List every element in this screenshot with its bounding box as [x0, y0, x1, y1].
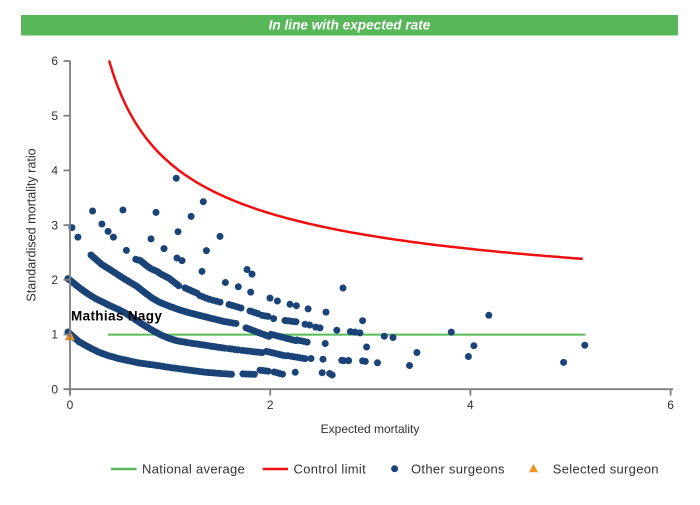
svg-text:4: 4	[467, 398, 474, 412]
svg-text:5: 5	[51, 109, 58, 123]
svg-text:Expected mortality: Expected mortality	[321, 422, 420, 436]
svg-text:0: 0	[51, 382, 58, 396]
svg-text:Selected surgeon: Selected surgeon	[553, 461, 659, 476]
svg-text:National average: National average	[142, 461, 245, 476]
svg-text:In line with expected rate: In line with expected rate	[269, 18, 431, 33]
svg-text:Other surgeons: Other surgeons	[411, 461, 505, 476]
svg-text:6: 6	[51, 54, 58, 68]
svg-text:3: 3	[51, 218, 58, 232]
svg-text:6: 6	[667, 398, 674, 412]
svg-text:1: 1	[51, 328, 58, 342]
svg-text:Control limit: Control limit	[294, 461, 367, 476]
svg-text:4: 4	[51, 164, 58, 178]
svg-text:2: 2	[51, 273, 58, 287]
svg-text:0: 0	[67, 398, 74, 412]
svg-text:Mathias Nagy: Mathias Nagy	[71, 309, 162, 324]
svg-text:2: 2	[267, 398, 274, 412]
svg-text:Standardised mortality ratio: Standardised mortality ratio	[25, 148, 39, 301]
